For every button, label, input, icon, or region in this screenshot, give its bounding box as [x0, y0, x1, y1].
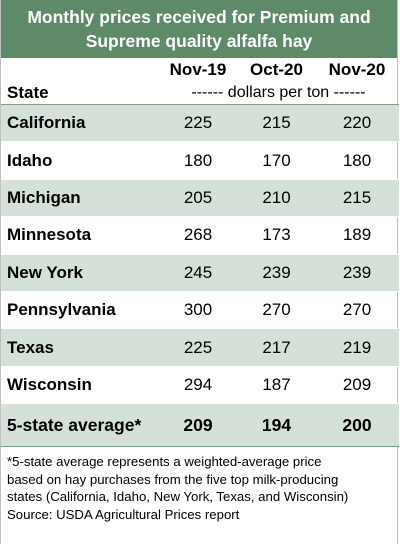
price-cell: 270: [315, 291, 399, 330]
title-line-1: Monthly prices received for Premium and: [27, 7, 371, 27]
table-row: Pennsylvania 300 270 270: [1, 291, 399, 330]
price-cell: 225: [158, 104, 238, 143]
average-cell: 209: [158, 403, 238, 448]
footnote-line: *5-state average represents a weighted-a…: [7, 454, 322, 470]
table-row: New York 245 239 239: [1, 254, 399, 292]
price-cell: 180: [315, 141, 399, 180]
period-header: Nov-20: [328, 60, 386, 79]
price-cell: 300: [158, 291, 238, 330]
period-header-row: Nov-19 Oct-20 Nov-20: [1, 58, 399, 82]
source-line: Source: USDA Agricultural Prices report: [7, 506, 240, 522]
footnote-line: based on hay purchases from the five top…: [7, 471, 339, 487]
average-cell: 200: [315, 403, 399, 448]
column-header-row: State ------ dollars per ton ------: [1, 82, 399, 105]
average-row: 5-state average* 209 194 200: [1, 403, 399, 448]
price-cell: 294: [158, 366, 238, 405]
state-name: Pennsylvania: [1, 291, 158, 330]
footnote-line: states (California, Idaho, New York, Tex…: [7, 489, 349, 505]
table-title: Monthly prices received for Premium and …: [1, 0, 397, 58]
title-line-2: Supreme quality alfalfa hay: [85, 31, 313, 51]
price-cell: 217: [238, 328, 315, 367]
table-row: Wisconsin 294 187 209: [1, 366, 399, 405]
table-row: Minnesota 268 173 189: [1, 216, 399, 255]
table-row: California 225 215 220: [1, 104, 399, 143]
price-cell: 180: [158, 141, 238, 180]
price-cell: 215: [315, 179, 399, 218]
state-column-header: State: [7, 83, 49, 102]
period-header: Oct-20: [250, 60, 303, 79]
state-name: New York: [1, 254, 158, 292]
price-cell: 268: [158, 216, 238, 255]
state-name: Idaho: [1, 141, 158, 180]
state-name: California: [1, 104, 158, 143]
price-cell: 215: [238, 104, 315, 143]
price-cell: 170: [238, 141, 315, 180]
table-row: Texas 225 217 219: [1, 328, 399, 367]
price-cell: 270: [238, 291, 315, 330]
price-cell: 210: [238, 179, 315, 218]
price-cell: 239: [238, 254, 315, 292]
price-cell: 173: [238, 216, 315, 255]
state-name: Texas: [1, 328, 158, 367]
price-table: Nov-19 Oct-20 Nov-20 State ------ dollar…: [1, 58, 399, 448]
price-cell: 189: [315, 216, 399, 255]
table-row: Idaho 180 170 180: [1, 141, 399, 180]
table-row: Michigan 205 210 215: [1, 179, 399, 218]
price-cell: 205: [158, 179, 238, 218]
price-cell: 187: [238, 366, 315, 405]
price-cell: 219: [315, 328, 399, 367]
average-cell: 194: [238, 403, 315, 448]
average-label: 5-state average*: [1, 403, 158, 448]
state-name: Michigan: [1, 179, 158, 218]
units-label: ------ dollars per ton ------: [191, 84, 366, 101]
price-cell: 209: [315, 366, 399, 405]
price-cell: 245: [158, 254, 238, 292]
state-name: Minnesota: [1, 216, 158, 255]
price-cell: 225: [158, 328, 238, 367]
footnote: *5-state average represents a weighted-a…: [1, 447, 397, 523]
period-header: Nov-19: [169, 60, 227, 79]
price-cell: 220: [315, 104, 399, 143]
state-name: Wisconsin: [1, 366, 158, 405]
price-cell: 239: [315, 254, 399, 292]
